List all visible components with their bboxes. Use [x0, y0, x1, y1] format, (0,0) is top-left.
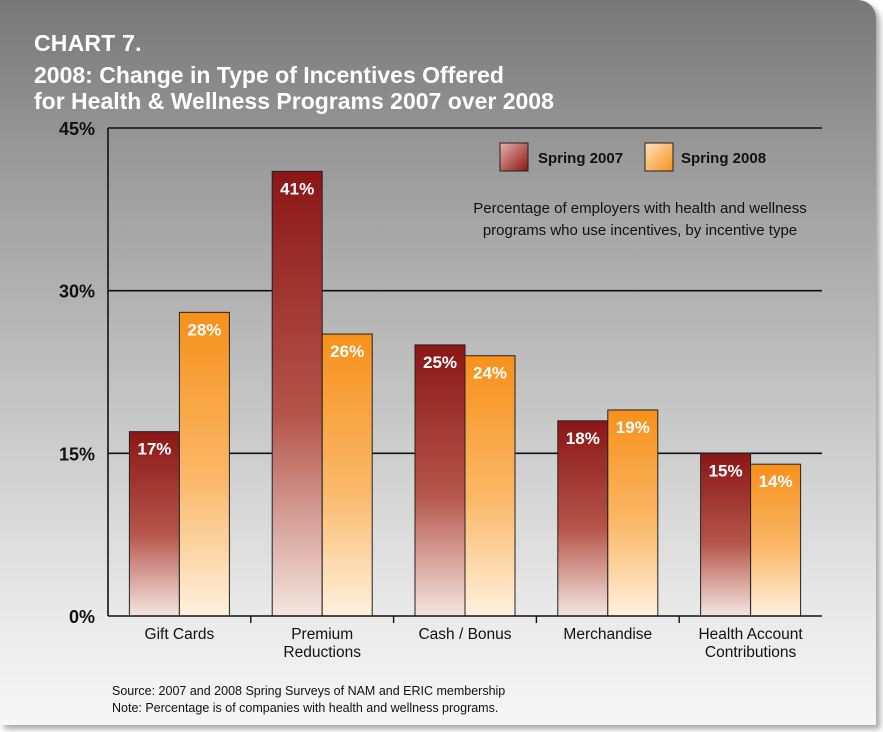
x-category-label: Premium: [291, 626, 353, 643]
x-category-label: Health Account: [698, 626, 803, 643]
data-label: 17%: [137, 440, 171, 459]
x-category-label: Reductions: [283, 644, 361, 661]
bar-2007: [700, 452, 752, 617]
chart-label: CHART 7.: [34, 30, 142, 56]
x-category-label: Merchandise: [563, 626, 652, 643]
chart-title: 2008: Change in Type of Incentives Offer…: [34, 62, 504, 88]
bars: [128, 170, 802, 617]
bar-2007: [128, 431, 180, 617]
data-label: 15%: [709, 461, 743, 480]
legend-swatch-2007: [499, 142, 529, 172]
x-category-label: Contributions: [705, 644, 797, 661]
data-label: 14%: [759, 472, 793, 491]
legend: [499, 142, 674, 172]
note-text: Note: Percentage is of companies with he…: [112, 701, 499, 715]
data-label: 26%: [330, 342, 364, 361]
bar-2008: [464, 355, 516, 617]
data-label: 28%: [187, 320, 221, 339]
axes: 0% 15% 30% 45%: [59, 119, 822, 627]
y-tick-label: 0%: [69, 607, 95, 627]
bar-2008: [607, 409, 659, 617]
chart-title-line2: for Health & Wellness Programs 2007 over…: [34, 88, 554, 114]
bar-2008: [321, 333, 373, 617]
legend-label-2007: Spring 2007: [538, 150, 624, 167]
chart-subtitle: Percentage of employers with health and …: [440, 198, 840, 242]
bar-2008: [178, 311, 230, 617]
data-label: 25%: [423, 353, 457, 372]
bar-2008: [750, 463, 802, 617]
y-tick-label: 15%: [59, 444, 95, 464]
chart-subtitle-line2: programs who use incentives, by incentiv…: [482, 222, 798, 239]
data-label: 41%: [280, 179, 314, 198]
bar-2007: [414, 344, 466, 617]
bar-2007: [557, 420, 609, 617]
y-tick-label: 30%: [59, 282, 95, 302]
x-category-label: Gift Cards: [145, 626, 215, 643]
data-label: 24%: [473, 364, 507, 383]
data-label: 19%: [616, 418, 650, 437]
x-category-label: Cash / Bonus: [418, 626, 511, 643]
legend-label-2008: Spring 2008: [681, 150, 767, 167]
legend-swatch-2008: [644, 142, 674, 172]
y-tick-label: 45%: [59, 119, 95, 139]
data-label: 18%: [566, 429, 600, 448]
chart-subtitle-line1: Percentage of employers with health and …: [473, 200, 807, 217]
source-text: Source: 2007 and 2008 Spring Surveys of …: [112, 684, 506, 698]
bar-2007: [271, 170, 323, 617]
